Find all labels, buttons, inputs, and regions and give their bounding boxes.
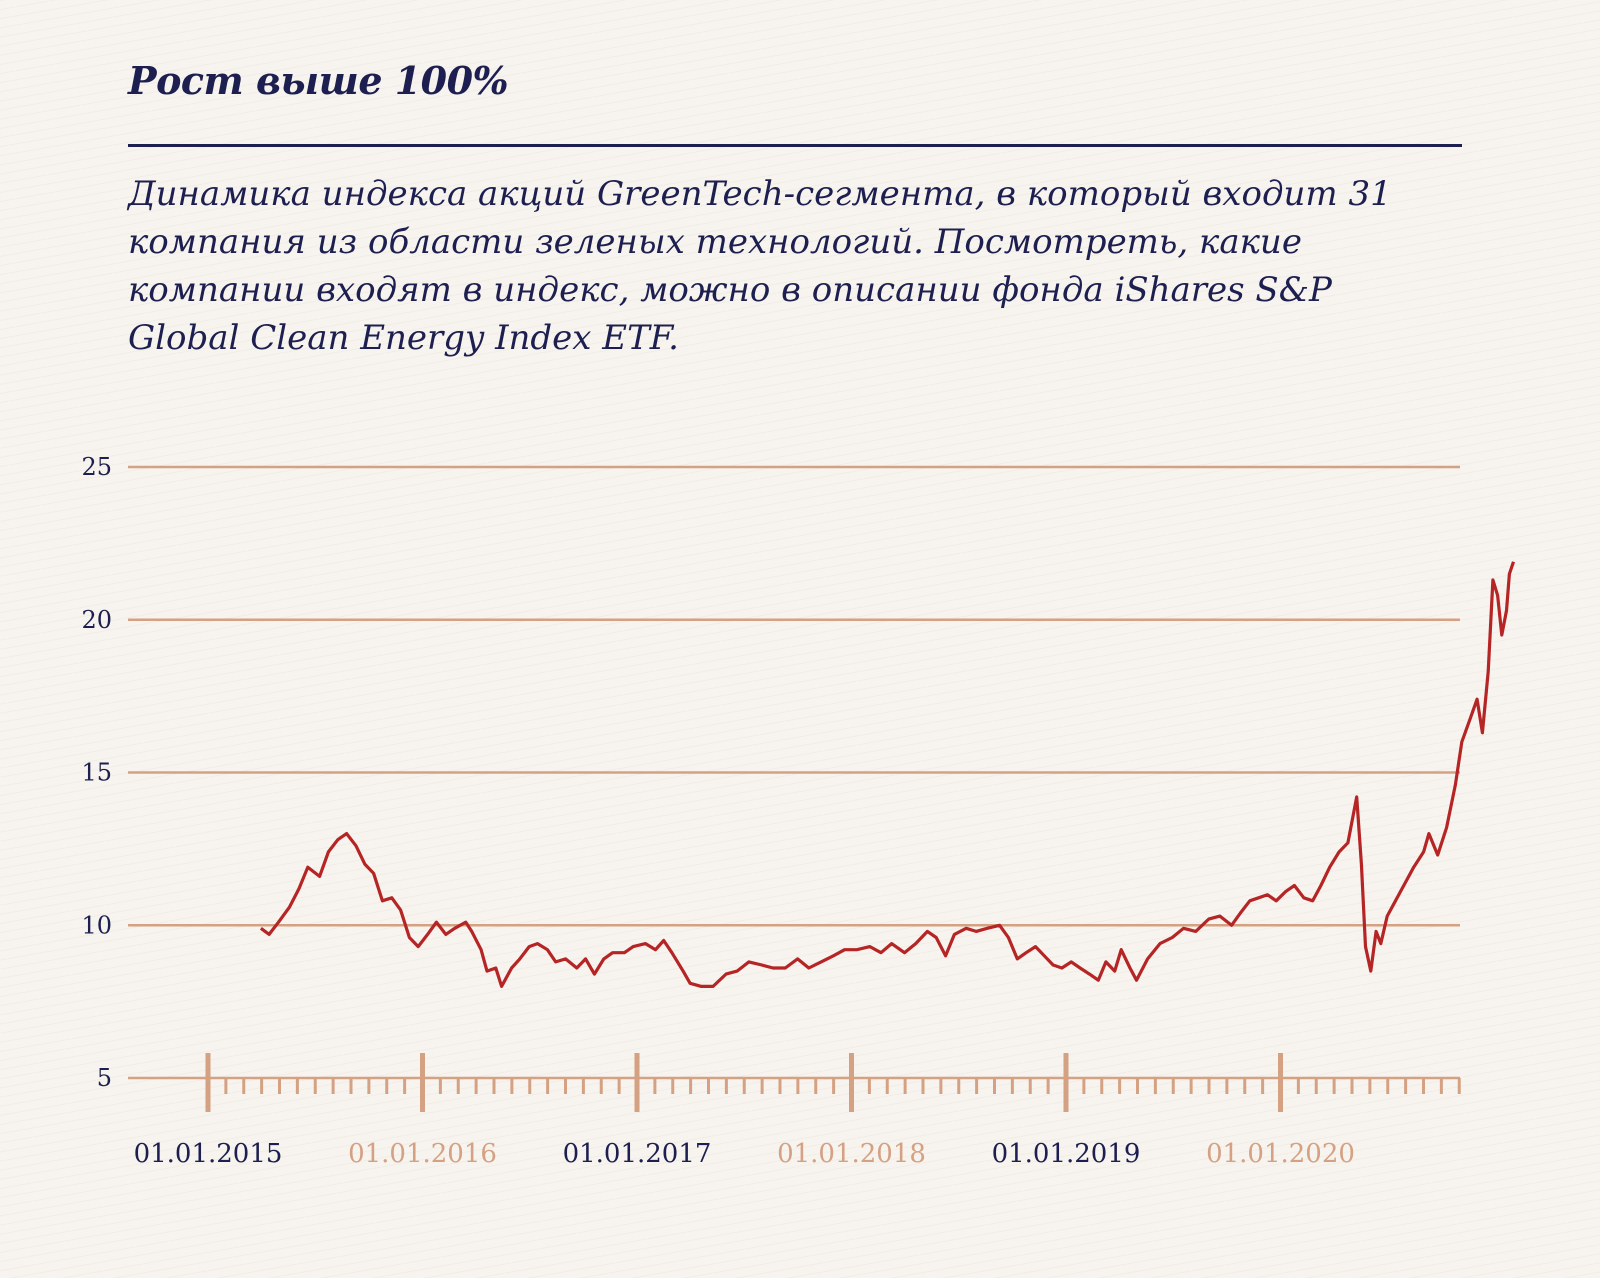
y-tick-label: 20 xyxy=(81,606,112,634)
chart-subtitle: Динамика индекса акций GreenTech-сегмент… xyxy=(128,174,1392,358)
x-tick-label: 01.01.2015 xyxy=(134,1139,283,1169)
y-axis: 25 20 15 10 5 xyxy=(81,453,112,1092)
x-tick-label: 01.01.2017 xyxy=(563,1139,712,1169)
x-tick-label: 01.01.2018 xyxy=(777,1139,926,1169)
y-tick-label: 5 xyxy=(97,1064,112,1092)
series-layer xyxy=(259,561,1516,988)
series-line xyxy=(259,561,1516,988)
y-tick-label: 15 xyxy=(81,759,112,787)
title-divider xyxy=(128,144,1462,147)
x-axis: 01.01.2015 01.01.2016 01.01.2017 01.01.2018… xyxy=(134,1053,1461,1169)
y-tick-label: 10 xyxy=(81,911,112,939)
y-tick-label: 25 xyxy=(81,453,112,481)
x-tick-label: 01.01.2020 xyxy=(1206,1139,1355,1169)
gridlines xyxy=(128,465,1460,1080)
chart-title: Рост выше 100% xyxy=(128,58,509,103)
x-tick-label: 01.01.2016 xyxy=(348,1139,497,1169)
x-tick-label: 01.01.2019 xyxy=(992,1139,1141,1169)
